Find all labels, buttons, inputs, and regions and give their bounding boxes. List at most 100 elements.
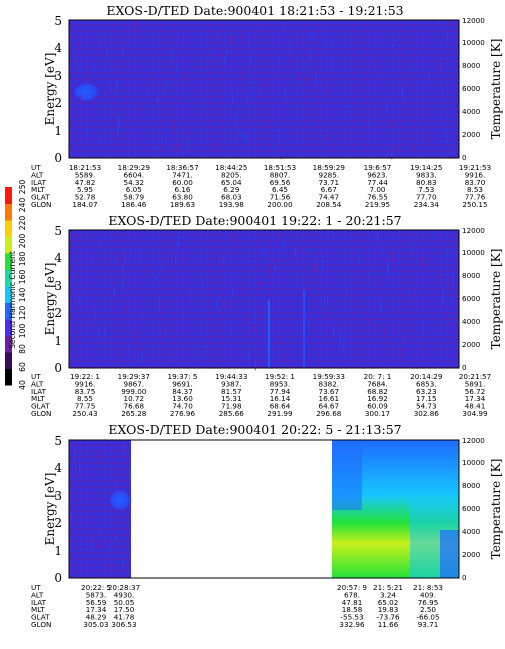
orbit-param-value: 8205. (221, 170, 242, 179)
orbit-param-value: 19:21:53 (459, 163, 491, 172)
intensity-feature (303, 290, 305, 368)
orbit-param-value: 56.59 (86, 598, 107, 607)
orbit-param-value: 16.61 (319, 394, 340, 403)
y-right-tick-label: 6000 (462, 294, 481, 303)
y-tick-label: 5 (54, 434, 62, 448)
plot-frame (68, 229, 460, 369)
orbit-param-value: 9623. (367, 170, 388, 179)
noise-texture (71, 443, 131, 570)
y-tick-label: 4 (54, 461, 62, 475)
colorbar-segment (5, 302, 12, 320)
colorbar-tick-label: 120 (18, 306, 27, 321)
y-ticks: 0 1 2 3 4 5 (54, 224, 62, 375)
y-tick-label: 3 (54, 489, 62, 503)
orbit-param-value: 63.80 (172, 193, 193, 202)
colorbar-segment (5, 269, 12, 287)
plot-frame (68, 439, 460, 579)
orbit-param-value: 9916. (75, 379, 96, 388)
y-axis-label-right: Temperature [K] (489, 39, 503, 140)
orbit-param-value: 77.76 (465, 193, 486, 202)
y-tick-label: 0 (54, 151, 62, 165)
orbit-param-label: MLT (31, 185, 45, 194)
orbit-param-value: 7.00 (369, 185, 385, 194)
orbit-param-value: 74.70 (172, 402, 193, 411)
orbit-param-value: 5589. (75, 170, 96, 179)
orbit-param-value: 193.98 (219, 200, 245, 209)
y-tick-label: 1 (54, 544, 62, 558)
orbit-param-value: 184.07 (72, 200, 97, 209)
orbit-param-value: 20:22: 5 (81, 583, 111, 592)
orbit-param-value: 19:22: 1 (70, 372, 100, 381)
orbit-param-value: 250.15 (462, 200, 487, 209)
colorbar-segment (5, 286, 12, 303)
y-tick-label: 0 (54, 361, 62, 375)
noise-texture (71, 230, 457, 371)
noise-texture (69, 20, 451, 160)
colorbar-segment (5, 203, 12, 221)
y-right-tick-label: 2000 (462, 550, 481, 559)
orbit-param-value: 17.34 (86, 605, 107, 614)
orbit-param-value: 19:59:33 (313, 372, 345, 381)
y-right-tick-label: 12000 (462, 226, 485, 235)
orbit-param-value: 10.72 (124, 394, 145, 403)
y-right-tick-label: 8000 (462, 271, 481, 280)
orbit-param-value: 71.98 (221, 402, 242, 411)
colorbar-tick-label: 140 (18, 288, 27, 303)
orbit-param-value: 4930. (114, 590, 135, 599)
colorbar-tick-label: 250 (18, 180, 27, 195)
y-tick-label: 1 (54, 124, 62, 138)
orbit-param-value: 73.71 (319, 178, 340, 187)
colorbar-tick-label: 200 (18, 234, 27, 249)
orbit-param-value: 7.53 (418, 185, 434, 194)
orbit-param-value: 18:29:29 (118, 163, 151, 172)
orbit-param-value: 19:6:57 (364, 163, 392, 172)
orbit-param-value: 6.29 (223, 185, 239, 194)
orbit-param-label: GLAT (31, 613, 50, 622)
panel-title: EXOS-D/TED Date:900401 19:22: 1 - 20:21:… (108, 213, 401, 228)
orbit-param-value: 18:59:29 (313, 163, 346, 172)
orbit-param-value: 7471. (172, 170, 193, 179)
orbit-param-value: 234.34 (414, 200, 440, 209)
orbit-param-value: 305.03 (83, 620, 108, 629)
orbit-param-value: 250.43 (72, 409, 97, 418)
orbit-param-value: 48.41 (465, 402, 486, 411)
intensity-feature (108, 489, 132, 511)
orbit-param-value: 21: 8:53 (413, 583, 443, 592)
orbit-param-label: MLT (31, 394, 45, 403)
colorbar-tick-label: 100 (18, 324, 27, 339)
orbit-param-value: 65.04 (221, 178, 242, 187)
orbit-param-value: 84.37 (172, 387, 193, 396)
orbit-param-value: 64.67 (319, 402, 340, 411)
orbit-param-value: 276.96 (170, 409, 196, 418)
colorbar: 40 60 80 100 120 140 160 180 200 220 240 250 Second… (5, 180, 27, 390)
orbit-param-value: 8.53 (467, 185, 483, 194)
orbit-param-value: 302.86 (414, 409, 440, 418)
orbit-param-value: 9867. (124, 379, 145, 388)
y-right-tick-label: 10000 (462, 458, 485, 467)
orbit-param-label: ILAT (31, 387, 47, 396)
orbit-param-value: 68.03 (221, 193, 242, 202)
orbit-param-label: GLAT (31, 402, 50, 411)
colorbar-segment (5, 253, 12, 270)
orbit-param-value: 6.45 (272, 185, 288, 194)
orbit-param-value: 6.16 (174, 185, 190, 194)
orbit-param-label: GLON (31, 200, 51, 209)
spectrogram (69, 20, 459, 158)
colorbar-segment (5, 319, 12, 336)
orbit-param-value: 47.81 (342, 598, 363, 607)
orbit-param-value: 219.95 (365, 200, 390, 209)
orbit-param-value: -73.76 (376, 613, 400, 622)
orbit-param-value: 77.75 (75, 402, 96, 411)
orbit-param-value: 21: 5:21 (373, 583, 403, 592)
orbit-param-value: 81.57 (221, 387, 242, 396)
orbit-param-label: ILAT (31, 178, 47, 187)
orbit-param-label: GLON (31, 409, 51, 418)
orbit-param-value: 73.67 (319, 387, 340, 396)
y-right-tick-label: 4000 (462, 107, 481, 116)
y-tick-label: 5 (54, 224, 62, 238)
orbit-param-value: 68.82 (367, 387, 388, 396)
y-tick-label: 3 (54, 279, 62, 293)
colorbar-segment (5, 220, 12, 237)
orbit-param-value: 20:57: 9 (337, 583, 367, 592)
